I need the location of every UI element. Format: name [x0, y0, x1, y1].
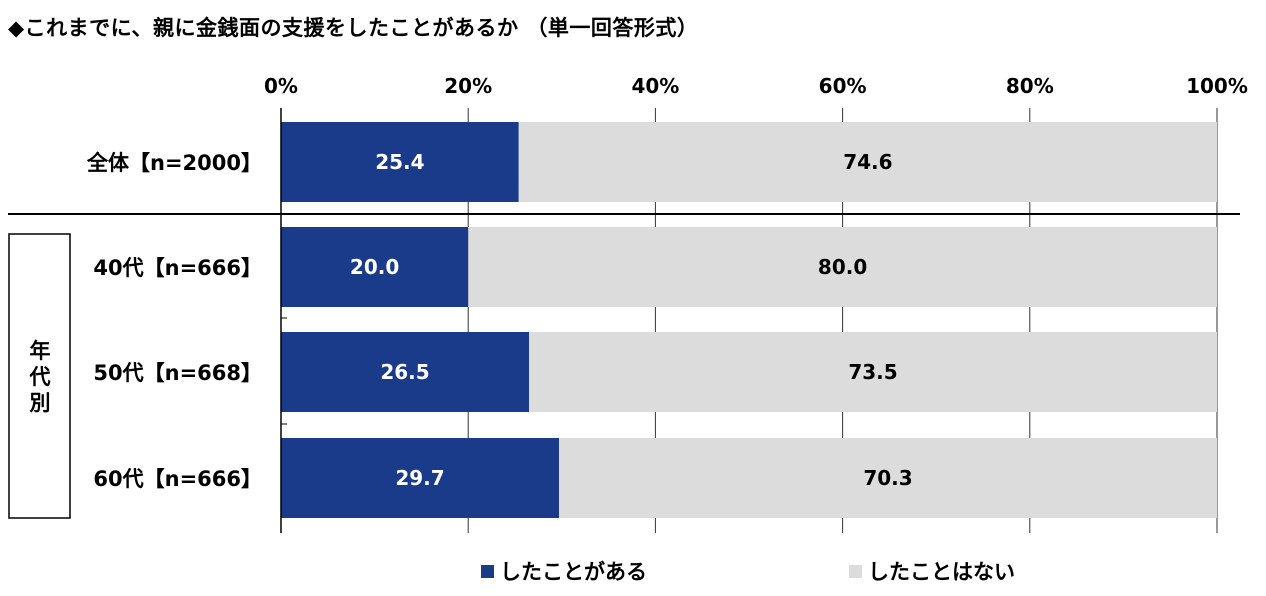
- legend-label: したことがある: [500, 560, 647, 584]
- category-label: 50代【n=668】: [93, 361, 262, 385]
- group-label-char: 代: [29, 365, 51, 389]
- x-tick-label: 80%: [1006, 74, 1054, 98]
- legend-swatch: [481, 564, 494, 578]
- legend-item: したことはない: [849, 556, 1015, 586]
- bar-segment: [281, 122, 519, 202]
- x-tick-label: 100%: [1186, 74, 1248, 98]
- bar-segment: [558, 438, 1217, 518]
- bar-segment: [468, 227, 1217, 307]
- bar-segment: [281, 332, 530, 412]
- legend-swatch: [849, 564, 862, 578]
- data-label: 80.0: [818, 255, 867, 279]
- x-tick-label: 0%: [264, 74, 298, 98]
- chart-title: ◆これまでに、親に金銭面の支援をしたことがあるか （単一回答形式）: [8, 16, 699, 40]
- data-label: 25.4: [375, 150, 424, 174]
- category-label: 60代【n=666】: [93, 467, 262, 491]
- stacked-bar-chart: 0% 20% 40% 60% 80% 100% 25.4 74.6 全体【n=2000】 20.0…: [8, 74, 1248, 533]
- legend-label: したことはない: [868, 560, 1015, 584]
- group-box: [8, 233, 71, 519]
- data-label: 70.3: [863, 466, 912, 490]
- x-tick-label: 40%: [631, 74, 679, 98]
- category-label: 40代【n=666】: [93, 256, 262, 280]
- group-label-char: 年: [30, 339, 51, 363]
- bar-segment: [518, 122, 1217, 202]
- category-label: 全体【n=2000】: [86, 151, 262, 175]
- legend-item: したことがある: [481, 556, 647, 586]
- data-label: 26.5: [380, 360, 429, 384]
- x-tick-label: 60%: [819, 74, 867, 98]
- data-label: 29.7: [395, 466, 444, 490]
- legend: したことがある したことはない: [0, 556, 1266, 586]
- x-tick-label: 20%: [444, 74, 492, 98]
- data-label: 73.5: [848, 360, 897, 384]
- data-label: 74.6: [843, 150, 892, 174]
- bar-segment: [529, 332, 1217, 412]
- bar-segment: [281, 227, 469, 307]
- group-label-char: 別: [30, 391, 51, 415]
- bar-segment: [281, 438, 559, 518]
- data-label: 20.0: [350, 255, 399, 279]
